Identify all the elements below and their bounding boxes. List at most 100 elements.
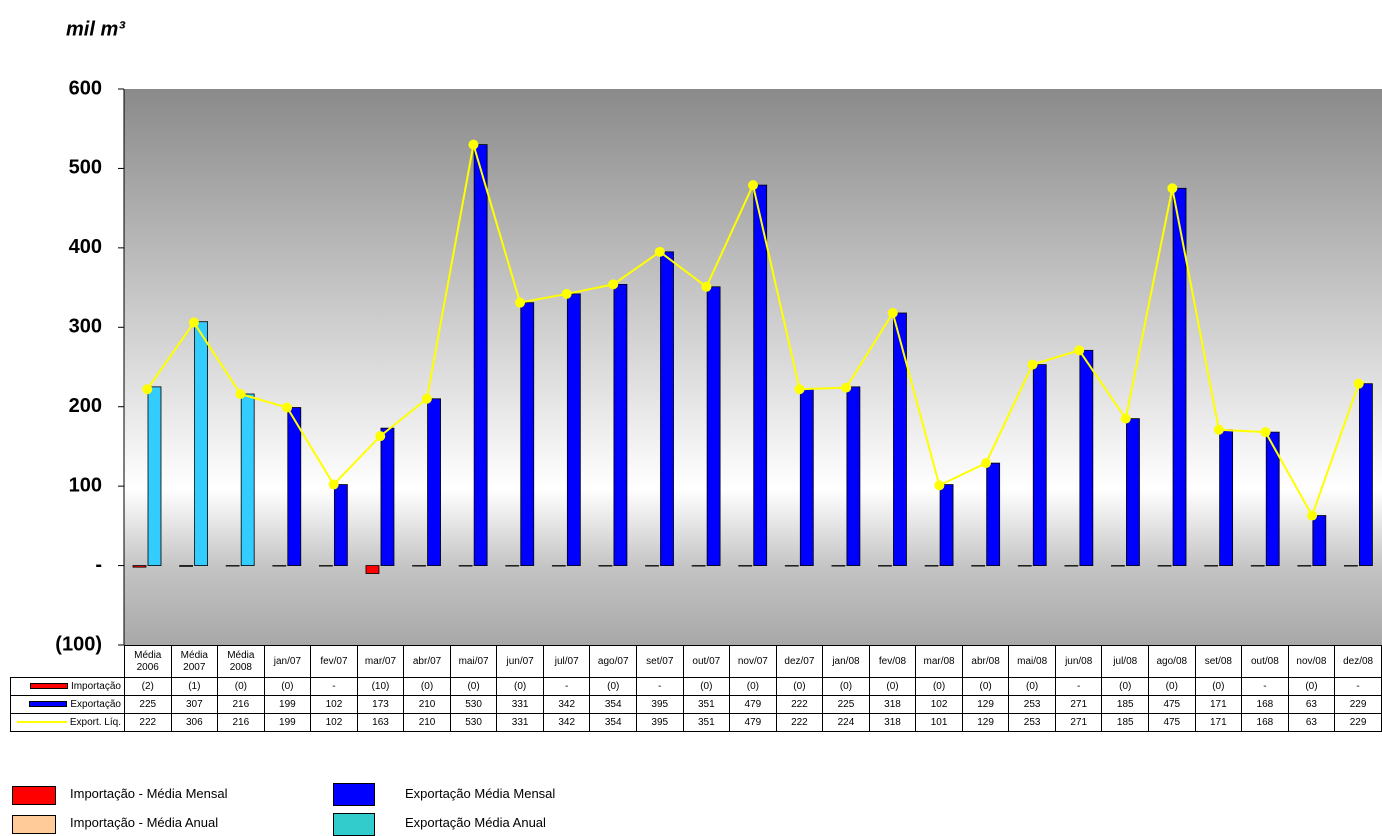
table-row: Importação (2) (1) (0) (0) - (10) (0) (0) (0) - (0)… bbox=[10, 677, 1382, 696]
table-cell: 306 bbox=[170, 713, 219, 732]
table-cell: 318 bbox=[868, 695, 917, 714]
line-marker bbox=[188, 317, 199, 328]
x-tick-label: out/07 bbox=[682, 645, 731, 678]
bar bbox=[505, 565, 520, 567]
table-cell: 224 bbox=[822, 713, 870, 732]
bar bbox=[1250, 565, 1265, 567]
bar bbox=[831, 565, 846, 567]
bar bbox=[1265, 431, 1280, 566]
bar bbox=[365, 565, 380, 574]
table-cell: 225 bbox=[822, 695, 870, 714]
y-tick-label: 300 bbox=[69, 316, 102, 338]
table-cell: 168 bbox=[1241, 695, 1289, 714]
table-cell: 63 bbox=[1287, 695, 1336, 714]
y-tick-label: (100) bbox=[55, 633, 102, 655]
bar bbox=[939, 484, 954, 566]
table-cell: - bbox=[1241, 677, 1289, 696]
line-marker bbox=[282, 402, 293, 413]
table-cell: (0) bbox=[263, 677, 312, 696]
bar bbox=[520, 302, 535, 566]
table-cell: (0) bbox=[1101, 677, 1150, 696]
bar bbox=[1359, 383, 1373, 566]
table-cell: - bbox=[542, 677, 591, 696]
legend-swatch bbox=[29, 683, 68, 690]
legend-swatch bbox=[29, 701, 68, 708]
table-cell: 102 bbox=[310, 695, 358, 714]
table-cell: 530 bbox=[449, 713, 498, 732]
line-marker bbox=[515, 297, 526, 308]
line-marker bbox=[1353, 378, 1364, 389]
table-cell: 395 bbox=[636, 695, 684, 714]
y-tick-label: 100 bbox=[69, 474, 102, 496]
plot-area bbox=[124, 89, 1382, 645]
table-cell: (0) bbox=[589, 677, 637, 696]
bar bbox=[225, 565, 240, 567]
table-cell: 222 bbox=[123, 713, 172, 732]
line-marker bbox=[887, 307, 898, 318]
legend-swatch bbox=[12, 815, 56, 834]
table-cell: 351 bbox=[682, 695, 731, 714]
table-row: Exportação 225 307 216 199 102 173 210 530 331 342… bbox=[10, 695, 1382, 714]
header-row: Média 2006 Média 2007 Média 2008 jan/07 fev/… bbox=[11, 645, 1382, 678]
bar bbox=[1032, 364, 1047, 566]
legend-label: Exportação bbox=[70, 699, 121, 710]
bar bbox=[1017, 565, 1032, 567]
bar bbox=[691, 565, 706, 567]
bar bbox=[458, 565, 473, 567]
line-marker bbox=[561, 288, 572, 299]
bar bbox=[194, 321, 208, 566]
line-marker bbox=[748, 180, 758, 191]
table-cell: 331 bbox=[496, 713, 544, 732]
line-marker bbox=[934, 480, 945, 491]
table-cell: 199 bbox=[263, 713, 312, 732]
bar bbox=[799, 388, 814, 566]
bar bbox=[412, 565, 426, 567]
table-cell: 354 bbox=[589, 695, 637, 714]
bar bbox=[318, 565, 333, 567]
bar bbox=[924, 565, 939, 567]
table-cell: (0) bbox=[1148, 677, 1196, 696]
line-marker bbox=[701, 281, 712, 292]
table-cell: 530 bbox=[449, 695, 498, 714]
table-cell: 222 bbox=[775, 695, 824, 714]
table-cell: (0) bbox=[403, 677, 451, 696]
table-row: Export. Líq. 222 306 216 199 102 163 210 530 331 3… bbox=[10, 713, 1382, 732]
table-cell: 163 bbox=[356, 713, 405, 732]
table-cell: 171 bbox=[1194, 695, 1243, 714]
table-cell: 185 bbox=[1101, 695, 1150, 714]
table-cell: 171 bbox=[1194, 713, 1243, 732]
bar bbox=[645, 565, 659, 567]
x-tick-label: jul/08 bbox=[1101, 645, 1150, 678]
bar bbox=[551, 565, 566, 567]
table-cell: 216 bbox=[217, 695, 265, 714]
table-cell: 271 bbox=[1054, 695, 1103, 714]
x-tick-label: nov/08 bbox=[1287, 645, 1336, 678]
table-cell: 342 bbox=[542, 713, 591, 732]
bar bbox=[132, 565, 147, 568]
line-marker bbox=[794, 384, 805, 395]
bar bbox=[598, 565, 613, 567]
legend-swatch bbox=[333, 813, 375, 836]
table-cell: (10) bbox=[356, 677, 405, 696]
bar bbox=[738, 565, 753, 567]
line-marker bbox=[1074, 345, 1085, 356]
x-tick-label: mar/08 bbox=[915, 645, 963, 678]
table-cell: (2) bbox=[123, 677, 172, 696]
x-tick-label: Média 2006 bbox=[123, 645, 172, 678]
table-cell: 479 bbox=[729, 713, 777, 732]
bar bbox=[333, 484, 348, 566]
table-cell: 271 bbox=[1054, 713, 1103, 732]
x-tick-label: nov/07 bbox=[729, 645, 777, 678]
bar bbox=[893, 312, 907, 566]
y-tick-label: 200 bbox=[69, 395, 102, 417]
legend-label: Exportação Média Mensal bbox=[405, 786, 556, 801]
bar bbox=[287, 407, 302, 566]
bar bbox=[1312, 515, 1327, 566]
table-cell: 229 bbox=[1334, 695, 1382, 714]
x-tick-label: jan/07 bbox=[263, 645, 312, 678]
bar bbox=[473, 144, 488, 566]
bar bbox=[1172, 187, 1187, 566]
line-marker bbox=[1120, 413, 1131, 424]
table-cell: - bbox=[636, 677, 684, 696]
